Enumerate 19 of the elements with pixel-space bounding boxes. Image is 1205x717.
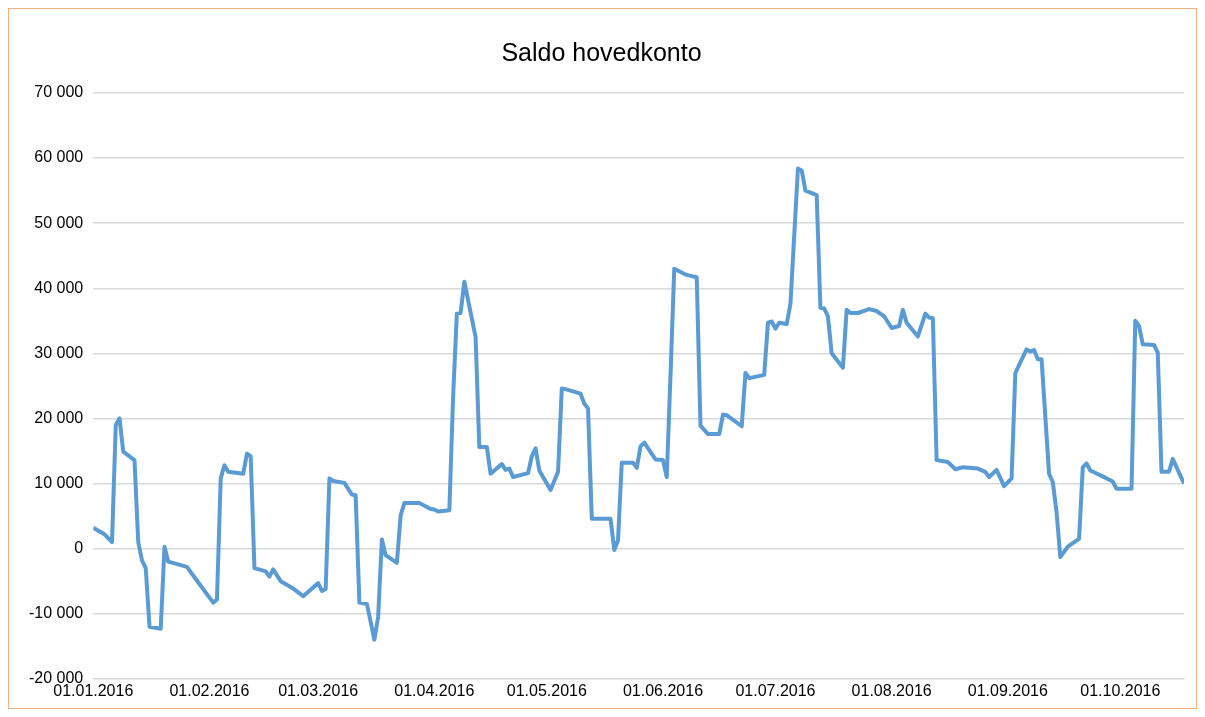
y-tick-label: 50 000	[34, 213, 84, 231]
chart-title: Saldo hovedkonto	[501, 37, 702, 66]
y-tick-label: 30 000	[34, 343, 84, 361]
x-tick-label: 01.05.2016	[506, 681, 587, 699]
y-tick-label: 70 000	[34, 83, 84, 101]
x-tick-label: 01.06.2016	[622, 681, 704, 699]
y-tick-label: 10 000	[34, 473, 84, 491]
y-tick-label: 40 000	[34, 278, 84, 296]
x-tick-label: 01.03.2016	[278, 681, 359, 699]
y-tick-label: 20 000	[34, 408, 84, 426]
x-tick-label: 01.10.2016	[1080, 681, 1161, 699]
x-tick-label: 01.09.2016	[967, 681, 1048, 699]
y-tick-label: -10 000	[29, 604, 84, 622]
x-tick-label: 01.07.2016	[735, 681, 816, 699]
y-tick-label: 0	[74, 539, 84, 557]
x-tick-label: 01.04.2016	[394, 681, 475, 699]
y-tick-label: 60 000	[34, 148, 84, 166]
x-tick-label: 01.02.2016	[169, 681, 250, 699]
x-tick-label: 01.08.2016	[851, 681, 932, 699]
